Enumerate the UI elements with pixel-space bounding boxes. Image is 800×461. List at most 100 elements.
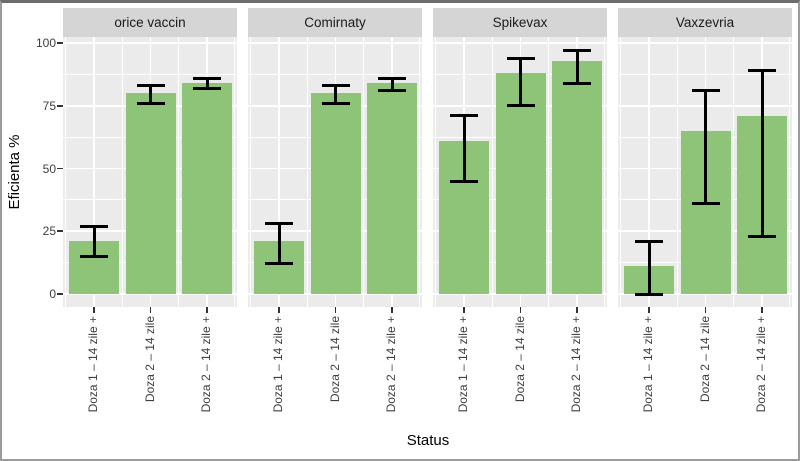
x-tick-label: Doza 1 – 14 zile + (456, 316, 470, 413)
bar (495, 73, 546, 294)
grid-line-minor (491, 37, 493, 307)
y-axis-tick (57, 230, 63, 233)
y-tick-label: 75 (42, 98, 56, 113)
error-bar-cap (80, 254, 108, 258)
bar (182, 83, 232, 294)
x-tick-label: Doza 1 – 14 zile + (641, 316, 655, 413)
grid-line-minor (604, 37, 606, 307)
facet-strip-label: orice vaccin (114, 15, 186, 30)
error-bar-stem (704, 90, 707, 204)
facet-strip: Comirnaty (248, 8, 422, 37)
x-tick-label: Doza 2 – 14 zile (512, 316, 527, 403)
grid-line-minor (250, 37, 252, 307)
error-bar-cap (378, 76, 406, 80)
error-bar-cap (450, 179, 478, 183)
x-tick-label: Doza 1 – 14 zile + (271, 316, 285, 413)
x-tick-label: Doza 2 – 14 zile (142, 316, 157, 403)
grid-line-minor (178, 37, 180, 307)
error-bar-stem (92, 226, 96, 257)
grid-line-minor (733, 37, 735, 307)
error-bar-stem (277, 223, 281, 264)
grid-line-minor (435, 37, 437, 307)
grid-line-minor (789, 37, 791, 307)
x-axis-tick (463, 307, 465, 313)
error-bar-cap (506, 56, 535, 60)
error-bar-cap (378, 89, 406, 93)
x-axis-tick (391, 307, 393, 313)
error-bar-stem (334, 85, 337, 104)
x-axis-tick (704, 307, 707, 313)
grid-line-minor (363, 37, 365, 307)
grid-line-minor (306, 37, 308, 307)
facet-strip: orice vaccin (63, 8, 237, 37)
y-axis-tick (57, 293, 63, 295)
grid-line-minor (620, 37, 622, 307)
error-bar-cap (193, 76, 221, 80)
grid-line-minor (419, 37, 421, 307)
x-tick-label: Doza 2 – 14 zile + (384, 316, 398, 413)
x-tick-label: Doza 2 – 14 zile + (754, 316, 768, 413)
x-tick-label: Doza 2 – 14 zile (327, 316, 342, 403)
x-axis-tick (334, 307, 337, 313)
bar (310, 93, 361, 294)
y-tick-label: 25 (42, 224, 56, 239)
error-bar-cap (563, 81, 591, 85)
error-bar-cap (748, 234, 776, 238)
x-axis-tick (278, 307, 280, 313)
y-axis-tick (57, 167, 63, 170)
error-bar-cap (635, 292, 663, 296)
x-tick-label: Doza 2 – 14 zile + (569, 316, 583, 413)
error-bar-cap (450, 114, 478, 118)
grid-line-minor (676, 37, 678, 307)
error-bar-cap (691, 202, 720, 206)
error-bar-cap (321, 101, 350, 105)
grid-line-major (278, 37, 280, 307)
error-bar-cap (506, 104, 535, 108)
error-bar-cap (635, 239, 663, 243)
grid-line-minor (548, 37, 550, 307)
error-bar-cap (193, 86, 221, 90)
error-bar-stem (149, 85, 152, 104)
grid-line-minor (234, 37, 236, 307)
y-tick-label: 0 (49, 287, 56, 301)
x-axis-title: Status (406, 432, 450, 449)
x-axis-tick (648, 307, 650, 313)
error-bar-cap (265, 262, 293, 266)
facet-strip-label: Spikevax (492, 15, 548, 30)
bar (125, 93, 176, 294)
error-bar-stem (647, 241, 651, 294)
error-bar-cap (80, 224, 108, 228)
grid-line-minor (65, 37, 67, 307)
y-tick-label: 50 (42, 161, 56, 176)
facet-strip-label: Comirnaty (304, 15, 366, 30)
x-axis-tick (761, 307, 763, 313)
error-bar-stem (519, 58, 522, 106)
error-bar-stem (205, 78, 209, 89)
facet-strip-label: Vaxzevria (675, 15, 735, 30)
grid-line-major (93, 37, 95, 307)
bar (552, 60, 602, 294)
y-tick-label: 100 (35, 36, 56, 50)
error-bar-cap (321, 84, 350, 88)
x-tick-label: Doza 2 – 14 zile (697, 316, 712, 403)
x-tick-label: Doza 1 – 14 zile + (86, 316, 100, 413)
error-bar-stem (575, 50, 579, 84)
grid-line-minor (121, 37, 123, 307)
facet-strip: Vaxzevria (618, 8, 792, 37)
error-bar-cap (563, 49, 591, 53)
error-bar-cap (691, 89, 720, 93)
x-axis-tick (93, 307, 95, 313)
error-bar-cap (136, 101, 165, 105)
y-axis-tick (57, 104, 63, 107)
bar (367, 83, 417, 294)
error-bar-stem (390, 78, 394, 91)
error-bar-stem (760, 70, 764, 237)
error-bar-cap (265, 222, 293, 226)
facet-strip: Spikevax (433, 8, 607, 37)
error-bar-stem (462, 115, 466, 182)
x-axis-tick (519, 307, 522, 313)
x-tick-label: Doza 2 – 14 zile + (199, 316, 213, 413)
x-axis-tick (576, 307, 578, 313)
x-axis-tick (149, 307, 152, 313)
